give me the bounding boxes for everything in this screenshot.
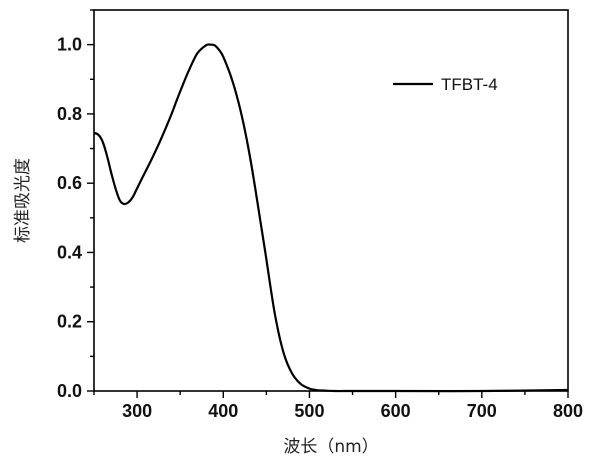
y-tick-label: 0.8 (57, 104, 82, 124)
x-tick-label: 800 (553, 401, 583, 421)
y-tick-label: 0.6 (57, 173, 82, 193)
x-tick-label: 400 (208, 401, 238, 421)
x-tick-label: 600 (381, 401, 411, 421)
y-tick-label: 0.2 (57, 312, 82, 332)
x-tick-label: 700 (467, 401, 497, 421)
plot-frame (93, 9, 569, 392)
legend: TFBT-4 (393, 75, 498, 94)
x-tick-label: 300 (122, 401, 152, 421)
y-tick-label: 0.0 (57, 381, 82, 401)
y-axis-title: 标准吸光度 (13, 158, 33, 243)
x-axis-ticks: 300 400 500 600 700 800 (93, 391, 583, 421)
y-tick-label: 0.4 (57, 242, 82, 262)
x-tick-label: 500 (294, 401, 324, 421)
x-axis-title: 波长（nm） (283, 437, 378, 457)
y-axis-ticks: 0.0 0.2 0.4 0.6 0.8 1.0 (57, 9, 94, 401)
y-tick-label: 1.0 (57, 35, 82, 55)
series-line-tfbt-4 (93, 43, 569, 393)
legend-label: TFBT-4 (441, 75, 498, 94)
